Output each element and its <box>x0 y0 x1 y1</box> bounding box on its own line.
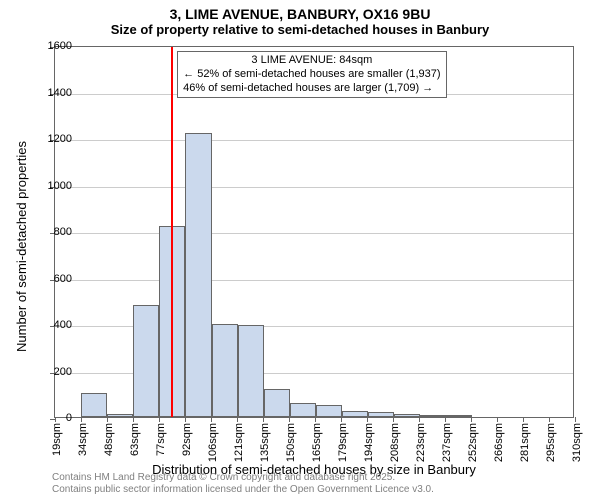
x-tick-label: 194sqm <box>363 423 375 462</box>
gridline <box>55 280 573 281</box>
x-tick-label: 281sqm <box>519 423 531 462</box>
x-tick-label: 135sqm <box>259 423 271 462</box>
marker-line <box>171 47 173 417</box>
x-tick <box>211 417 212 422</box>
x-tick <box>341 417 342 422</box>
callout-line: 46% of semi-detached houses are larger (… <box>183 82 440 96</box>
y-tick-label: 600 <box>32 273 72 285</box>
x-tick-label: 237sqm <box>441 423 453 462</box>
histogram-bar <box>420 415 446 417</box>
callout-line: 3 LIME AVENUE: 84sqm <box>183 54 440 68</box>
histogram-bar <box>81 393 107 417</box>
gridline <box>55 140 573 141</box>
x-tick-label: 48sqm <box>103 423 115 456</box>
histogram-bar <box>212 324 238 417</box>
y-tick-label: 200 <box>32 366 72 378</box>
histogram-bar <box>394 414 420 417</box>
y-tick-label: 400 <box>32 319 72 331</box>
y-tick-label: 800 <box>32 226 72 238</box>
x-tick-label: 150sqm <box>285 423 297 462</box>
y-axis-title: Number of semi-detached properties <box>14 141 29 352</box>
y-tick-label: 1000 <box>32 180 72 192</box>
chart-title-block: 3, LIME AVENUE, BANBURY, OX16 9BU Size o… <box>0 0 600 37</box>
x-tick-label: 310sqm <box>571 423 583 462</box>
footer-line-1: Contains HM Land Registry data © Crown c… <box>52 472 434 484</box>
x-tick <box>367 417 368 422</box>
histogram-bar <box>316 405 342 417</box>
histogram-bar <box>342 411 368 417</box>
y-tick-label: 1400 <box>32 87 72 99</box>
y-tick-label: 1200 <box>32 133 72 145</box>
x-tick-label: 295sqm <box>545 423 557 462</box>
x-tick-label: 223sqm <box>415 423 427 462</box>
y-tick-label: 1600 <box>32 40 72 52</box>
x-tick <box>523 417 524 422</box>
x-tick-label: 208sqm <box>389 423 401 462</box>
x-tick <box>159 417 160 422</box>
x-tick-label: 106sqm <box>207 423 219 462</box>
title-line-1: 3, LIME AVENUE, BANBURY, OX16 9BU <box>0 6 600 22</box>
histogram-bar <box>264 389 290 417</box>
x-tick <box>107 417 108 422</box>
x-tick <box>497 417 498 422</box>
x-tick <box>419 417 420 422</box>
x-tick-label: 19sqm <box>51 423 63 456</box>
histogram-bar <box>446 415 472 417</box>
x-tick <box>393 417 394 422</box>
x-tick-label: 179sqm <box>337 423 349 462</box>
histogram-bar <box>107 414 133 417</box>
x-tick <box>445 417 446 422</box>
footer-attribution: Contains HM Land Registry data © Crown c… <box>52 472 434 496</box>
histogram-bar <box>133 305 159 417</box>
x-tick-label: 77sqm <box>155 423 167 456</box>
x-tick-label: 63sqm <box>129 423 141 456</box>
histogram-bar <box>238 325 264 417</box>
x-tick <box>133 417 134 422</box>
x-tick-label: 165sqm <box>311 423 323 462</box>
x-tick-label: 34sqm <box>77 423 89 456</box>
x-tick <box>237 417 238 422</box>
gridline <box>55 233 573 234</box>
x-tick <box>575 417 576 422</box>
x-tick <box>81 417 82 422</box>
footer-line-2: Contains public sector information licen… <box>52 484 434 496</box>
title-line-2: Size of property relative to semi-detach… <box>0 22 600 37</box>
x-tick <box>315 417 316 422</box>
plot-area: 19sqm34sqm48sqm63sqm77sqm92sqm106sqm121s… <box>54 46 574 418</box>
x-tick-label: 121sqm <box>233 423 245 462</box>
x-tick <box>289 417 290 422</box>
x-tick-label: 252sqm <box>467 423 479 462</box>
x-tick <box>185 417 186 422</box>
x-tick <box>263 417 264 422</box>
gridline <box>55 187 573 188</box>
callout-line: ← 52% of semi-detached houses are smalle… <box>183 68 440 82</box>
x-tick-label: 266sqm <box>493 423 505 462</box>
x-tick <box>549 417 550 422</box>
marker-callout: 3 LIME AVENUE: 84sqm← 52% of semi-detach… <box>177 51 446 98</box>
histogram-bar <box>185 133 211 417</box>
histogram-bar <box>290 403 316 417</box>
x-tick <box>471 417 472 422</box>
histogram-bar <box>368 412 394 417</box>
y-tick-label: 0 <box>32 412 72 424</box>
x-tick-label: 92sqm <box>181 423 193 456</box>
